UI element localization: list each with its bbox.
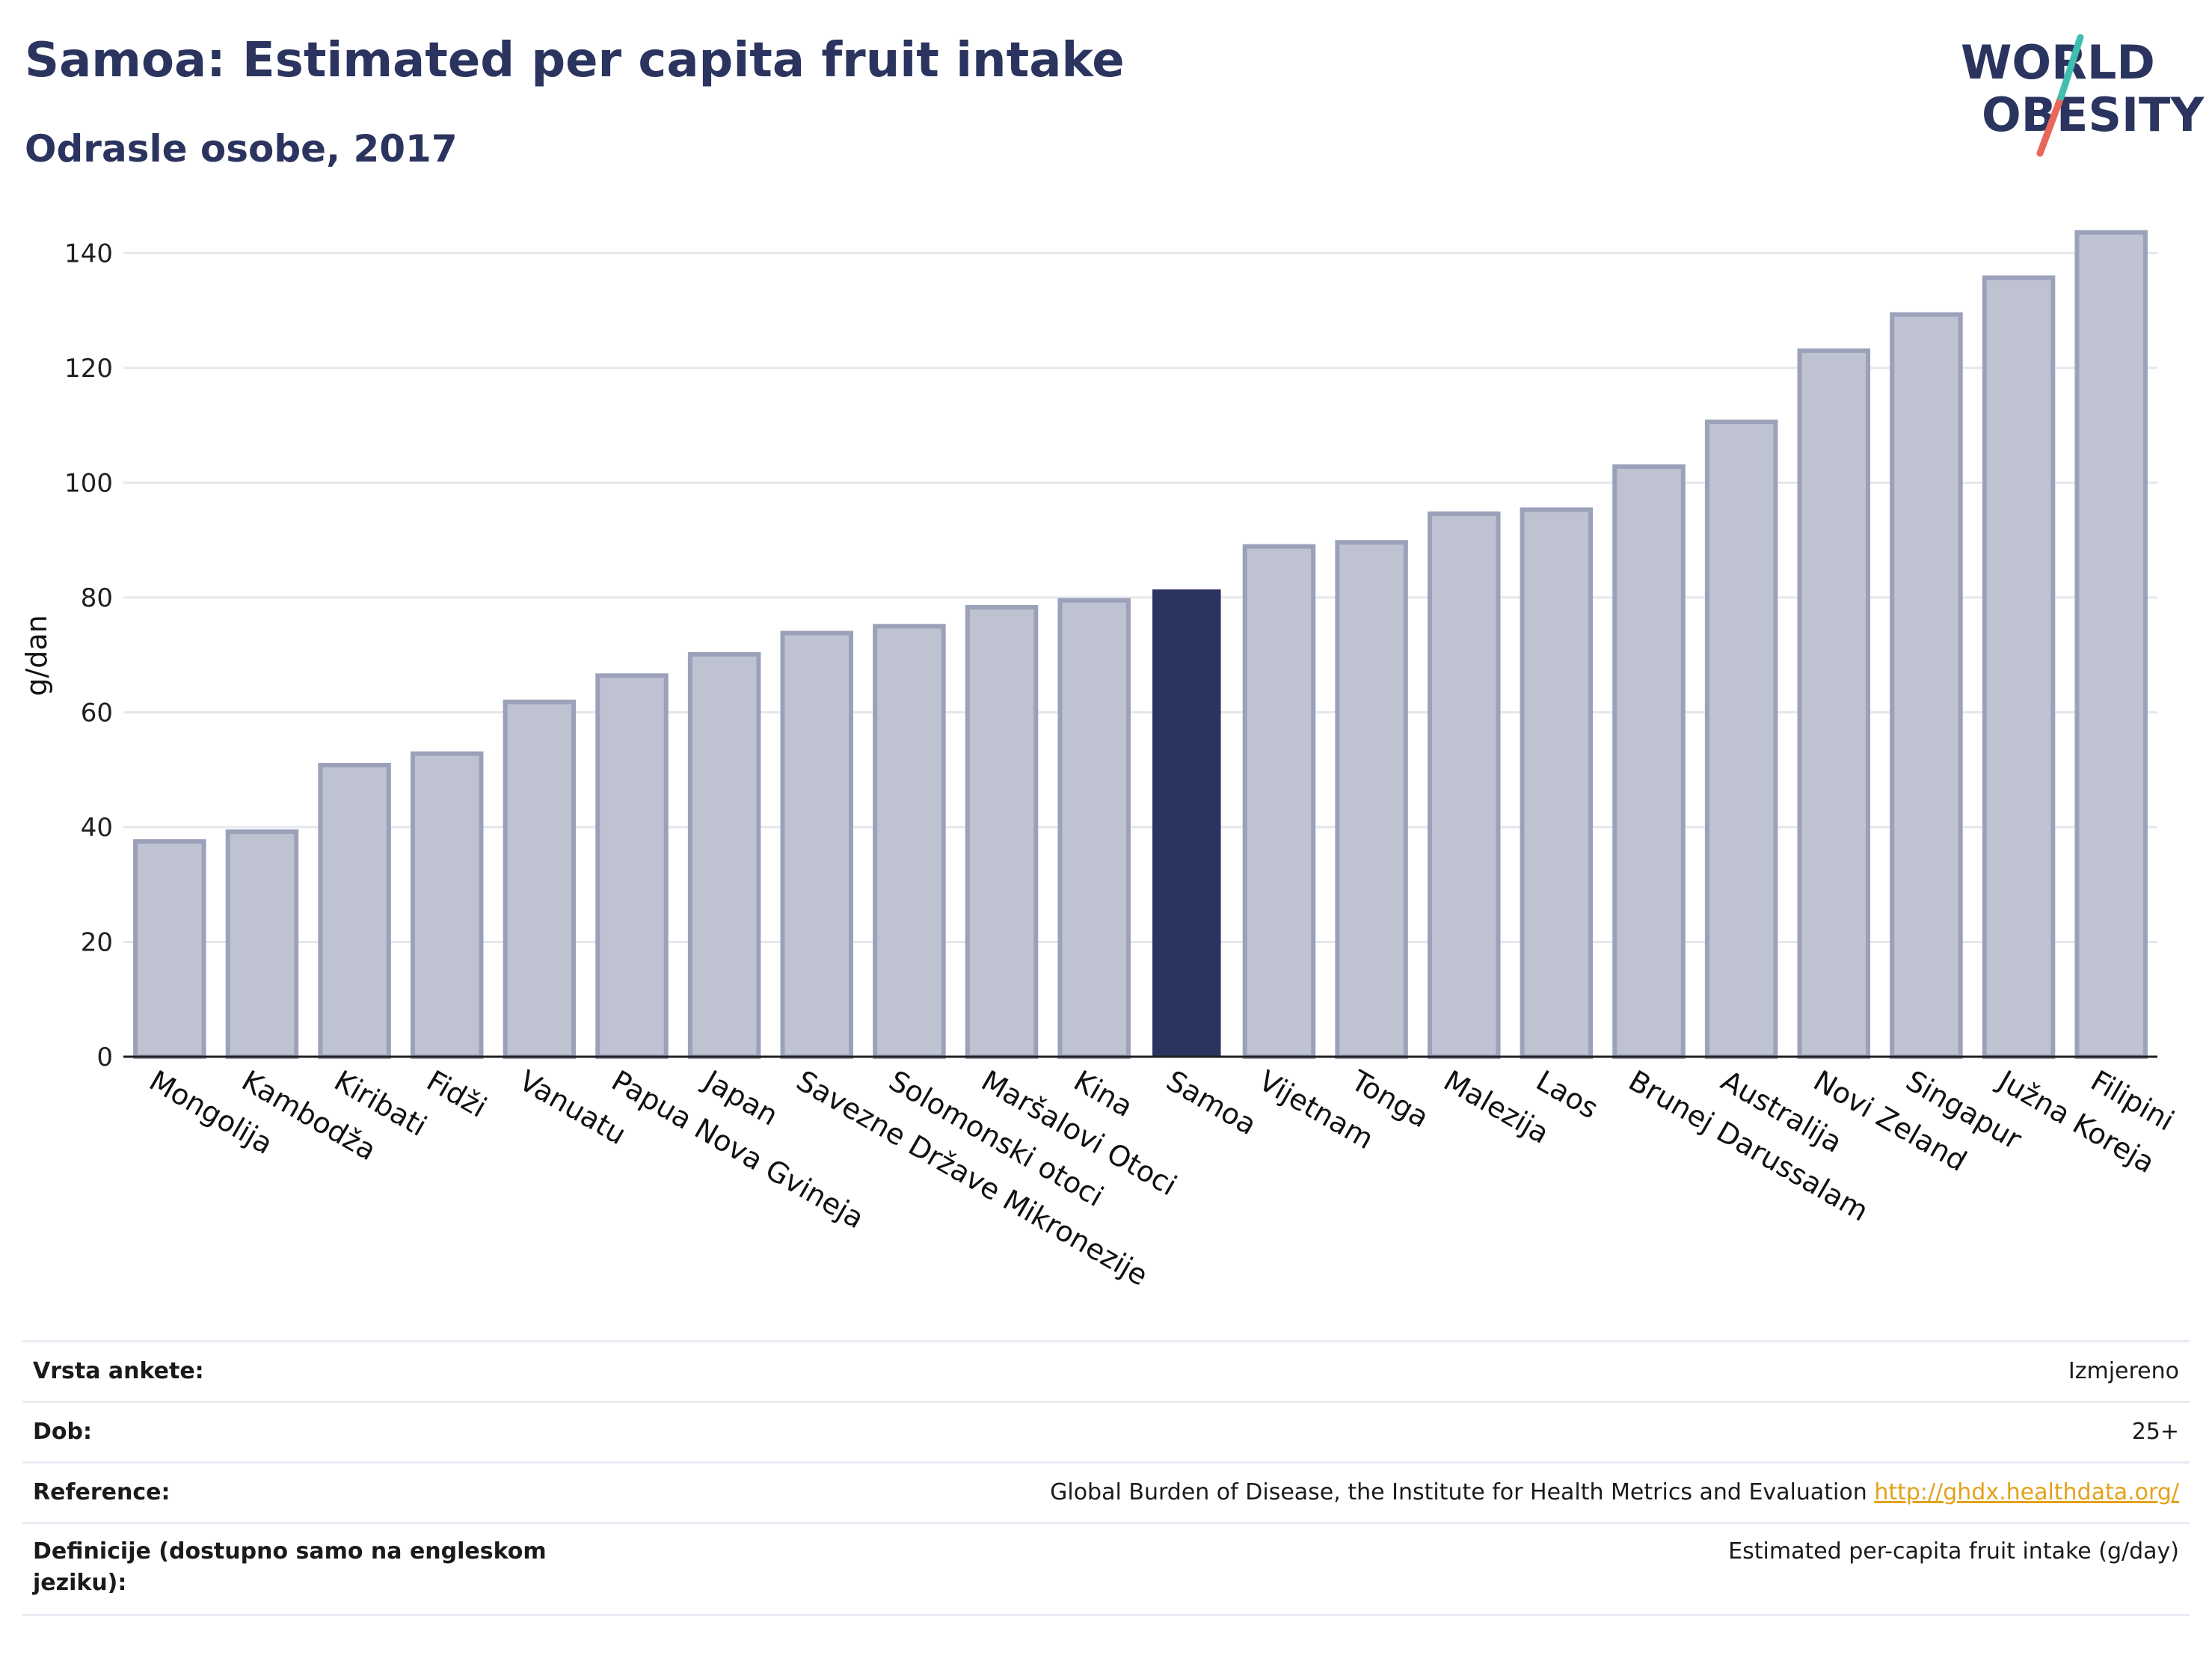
y-tick-label: 40: [81, 813, 113, 843]
info-key: Vrsta ankete:: [33, 1358, 204, 1384]
y-tick-label: 0: [96, 1043, 113, 1072]
y-axis-ticks: 0 20 40 60 80 100 120 140: [64, 239, 113, 1072]
bars: [133, 230, 2148, 1060]
info-row-reference: Reference: Global Burden of Disease, the…: [22, 1461, 2190, 1522]
bar-kina: [1057, 598, 1131, 1059]
info-value: Izmjereno: [2068, 1358, 2179, 1384]
info-key: Dob:: [33, 1419, 92, 1445]
chart-subtitle: Odrasle osobe, 2017: [25, 127, 458, 171]
bar-chart: 0 20 40 60 80 100 120 140 MongolijaKambodžaKiri…: [20, 230, 2180, 1292]
x-tick-label: Malezija: [1438, 1064, 1555, 1150]
y-tick-label: 20: [81, 927, 113, 957]
bar-kiribati: [318, 763, 391, 1060]
y-tick-label: 60: [81, 698, 113, 728]
logo-line1: WORLD: [1961, 35, 2155, 90]
y-tick-label: 100: [64, 468, 113, 498]
bar-japan: [687, 651, 761, 1059]
reference-text: Global Burden of Disease, the Institute …: [1050, 1479, 1867, 1505]
info-value: Estimated per-capita fruit intake (g/day…: [1728, 1538, 2179, 1565]
bar-singapur: [1890, 312, 1963, 1059]
info-table: Vrsta ankete: Izmjereno Dob: 25+ Referen…: [22, 1340, 2190, 1616]
bar-mar-alovi-otoci: [965, 604, 1039, 1059]
bar-tonga: [1335, 540, 1408, 1059]
chart-title: Samoa: Estimated per capita fruit intake: [25, 33, 1125, 88]
bar-novi-zeland: [1797, 348, 1871, 1059]
x-tick-label: Vanuatu: [514, 1064, 632, 1151]
bar-laos: [1520, 507, 1594, 1059]
logo-line2: OBESITY: [1982, 87, 2205, 142]
info-row-survey-type: Vrsta ankete: Izmjereno: [22, 1340, 2190, 1401]
bar-savezne-dr-ave-mikronezije: [780, 630, 854, 1059]
y-axis-label: g/dan: [20, 615, 53, 696]
bar-mongolija: [133, 839, 206, 1059]
info-key: Definicije (dostupno samo na engleskom j…: [33, 1538, 547, 1596]
bar-vijetnam: [1242, 544, 1316, 1059]
bar-papua-nova-gvineja: [595, 673, 669, 1059]
bar-malezija: [1427, 511, 1501, 1059]
world-obesity-logo: WORLD OBESITY: [1961, 34, 2205, 157]
bar-filipini: [2074, 230, 2148, 1059]
reference-link[interactable]: http://ghdx.healthdata.org/: [1874, 1479, 2179, 1505]
bar-vanuatu: [503, 699, 577, 1059]
info-row-age: Dob: 25+: [22, 1401, 2190, 1461]
bar-ju-na-koreja: [1982, 275, 2056, 1060]
bar-solomonski-otoci: [873, 624, 946, 1059]
bar-fid-i: [410, 751, 484, 1059]
bar-brunej-darussalam: [1612, 464, 1686, 1059]
y-tick-label: 80: [81, 583, 113, 613]
info-row-definition: Definicije (dostupno samo na engleskom j…: [22, 1522, 2190, 1616]
info-value: Global Burden of Disease, the Institute …: [1050, 1477, 2179, 1508]
info-key: Reference:: [33, 1479, 170, 1505]
info-value: 25+: [2131, 1419, 2179, 1445]
logo-slash-red: [2036, 93, 2065, 157]
y-tick-label: 140: [64, 239, 113, 268]
logo-slash-teal: [2057, 34, 2084, 101]
bar-australija: [1704, 420, 1778, 1059]
x-tick-label: Samoa: [1161, 1064, 1262, 1142]
bar-samoa: [1152, 589, 1221, 1057]
bar-kambod-a: [225, 829, 299, 1059]
y-tick-label: 120: [64, 354, 113, 384]
